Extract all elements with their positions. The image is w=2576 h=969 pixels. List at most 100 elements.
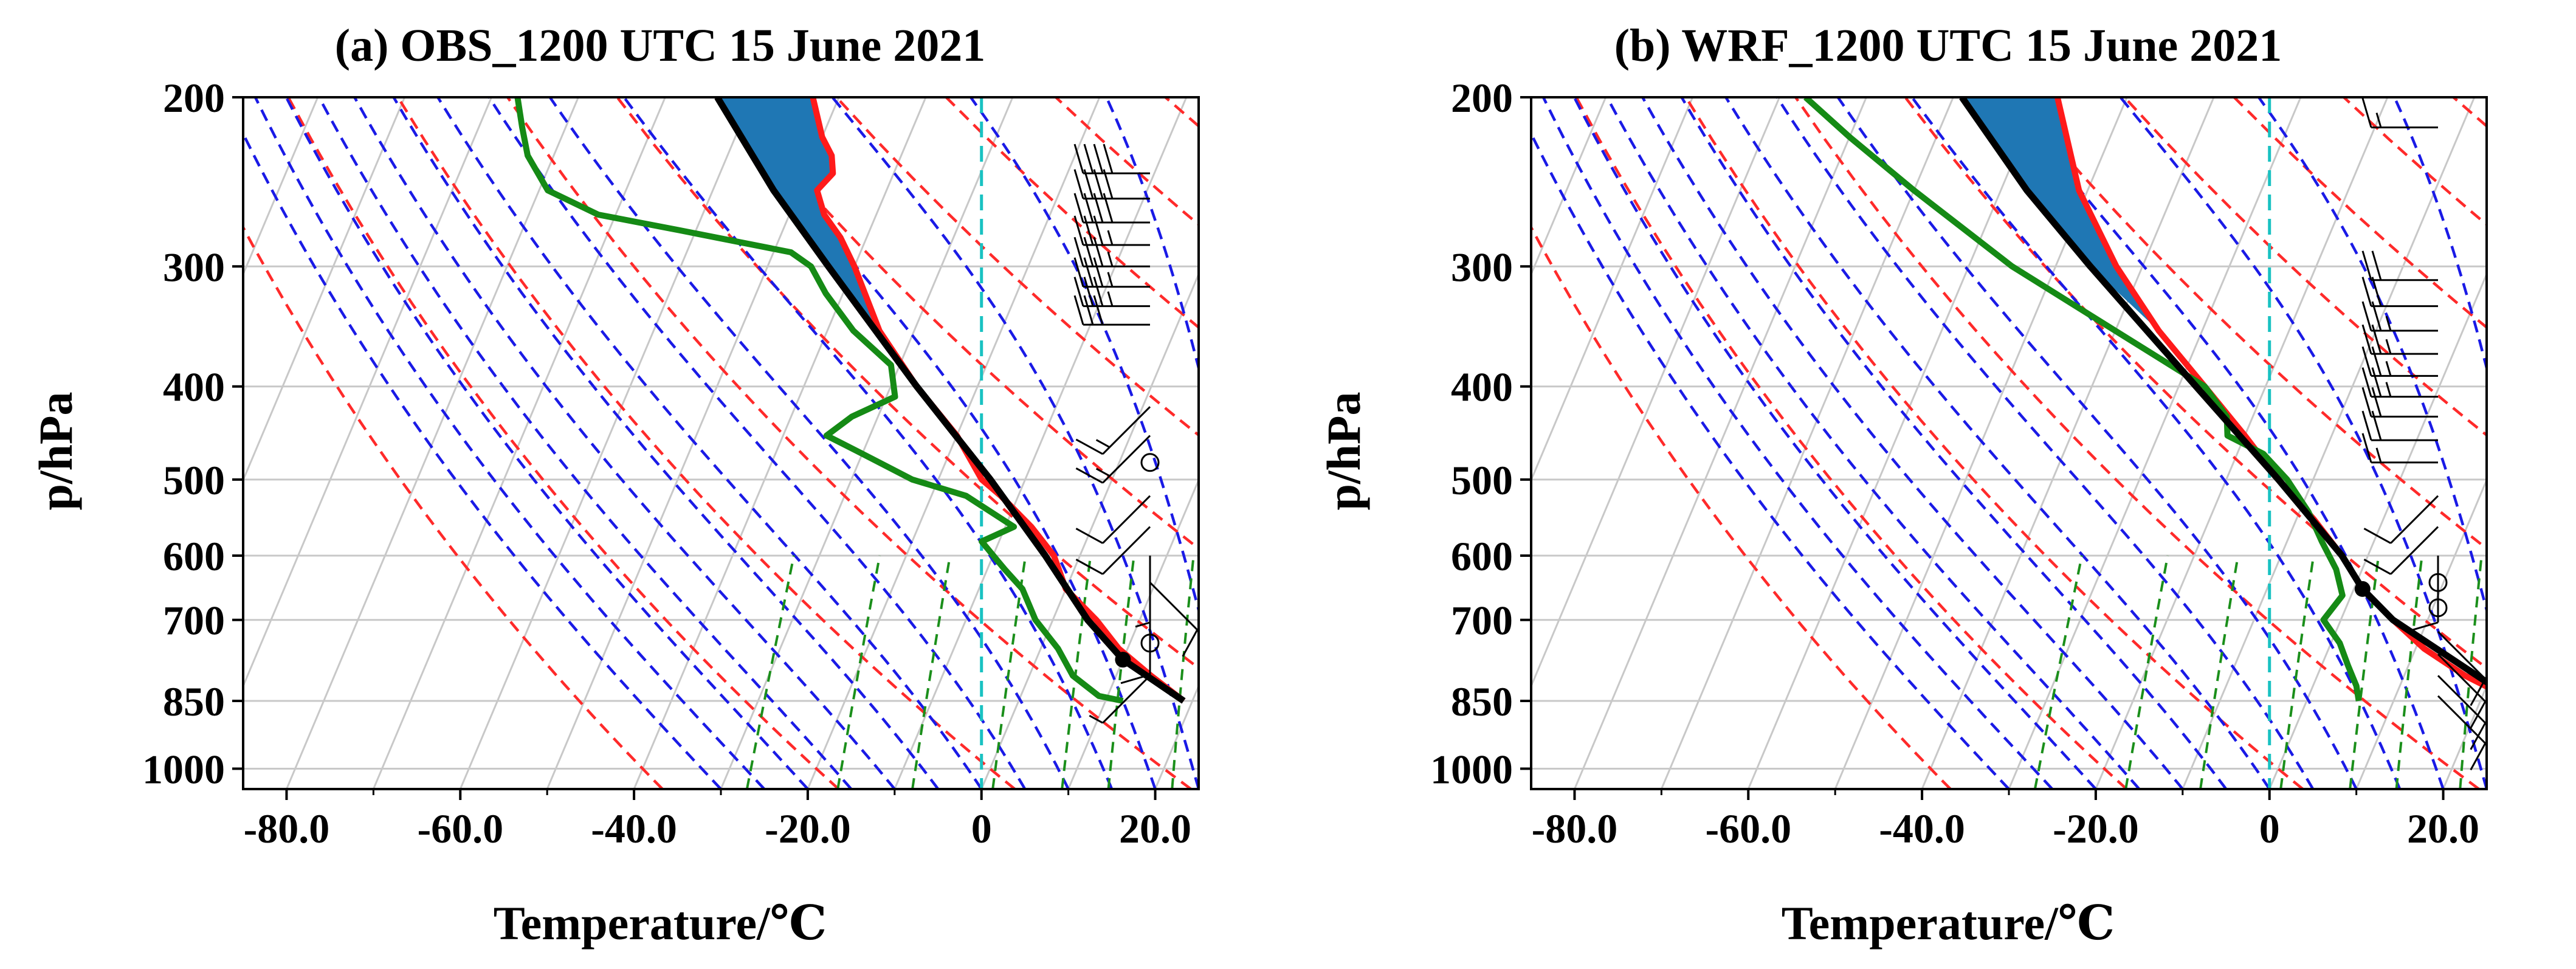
- x-tick-label: 0: [971, 805, 992, 852]
- isotherm-gridline: [1242, 97, 1288, 789]
- wind-barb: [1073, 295, 1150, 326]
- wind-barb: [1073, 257, 1150, 288]
- dry-adiabat: [2233, 97, 2487, 329]
- moist-adiabat: [1724, 97, 2271, 789]
- wind-barb-calm: [1140, 633, 1160, 653]
- dewpoint-profile-line: [1803, 97, 2362, 702]
- moist-adiabat: [1605, 97, 2141, 789]
- moist-adiabat: [2257, 97, 2487, 616]
- x-tick-label: 20.0: [1119, 805, 1191, 852]
- mixing-ratio-line: [745, 555, 796, 789]
- y-tick-label: 1000: [142, 747, 225, 793]
- y-tick-label: 500: [163, 457, 225, 503]
- wind-barb: [2361, 367, 2438, 398]
- isotherm-gridline: [1067, 477, 1199, 789]
- isotherm-gridline: [1154, 683, 1199, 789]
- isotherm-gridline: [372, 97, 666, 789]
- y-tick-label: 600: [163, 533, 225, 579]
- wind-barb: [1073, 169, 1150, 200]
- x-tick-label: -80.0: [1532, 805, 1618, 852]
- dry-adiabat: [1684, 97, 2304, 789]
- moist-adiabat: [1641, 97, 2184, 789]
- dry-adiabat: [1164, 97, 1199, 128]
- moist-adiabat: [353, 97, 896, 789]
- moist-adiabat: [548, 97, 1070, 789]
- isotherm-gridline: [807, 97, 1101, 789]
- wind-barb: [2408, 555, 2439, 632]
- x-axis-label: Temperature/℃: [1782, 897, 2115, 950]
- dry-adiabat: [945, 97, 1199, 329]
- dry-adiabat: [616, 97, 1199, 670]
- wind-barb: [1073, 277, 1150, 308]
- y-tick-label: 850: [1451, 678, 1513, 725]
- moist-adiabat: [2119, 97, 2487, 789]
- isotherm-gridline: [1531, 97, 1607, 277]
- moist-adiabat: [392, 97, 940, 789]
- y-tick-label: 700: [163, 598, 225, 644]
- isotherm-gridline: [2442, 683, 2487, 789]
- wind-barb: [1073, 236, 1150, 267]
- dry-adiabat: [506, 97, 1192, 789]
- moist-adiabat: [1531, 130, 2010, 789]
- moist-adiabat: [243, 130, 722, 789]
- x-tick-label: 20.0: [2407, 805, 2479, 852]
- mixing-ratio-line: [2033, 555, 2084, 789]
- dewpoint-profile-line: [514, 97, 1124, 704]
- isotherm-gridline: [2355, 477, 2487, 789]
- mixing-ratio-line: [2459, 555, 2483, 789]
- dry-adiabat: [1794, 97, 2480, 789]
- isotherm-gridline: [459, 97, 753, 789]
- dry-adiabat: [2014, 97, 2487, 551]
- moist-adiabat: [1541, 97, 2054, 789]
- isotherm-gridline: [720, 97, 1014, 789]
- y-tick-label: 400: [163, 364, 225, 410]
- moist-adiabat: [622, 97, 1114, 789]
- wind-barb: [2361, 277, 2438, 308]
- moist-adiabat: [317, 97, 853, 789]
- moist-adiabat: [1836, 97, 2358, 789]
- lcl-point: [1115, 652, 1131, 668]
- plot-area: [1531, 97, 2576, 789]
- moist-adiabat: [1910, 97, 2402, 789]
- lcl-point: [2354, 581, 2371, 597]
- x-tick-label: -40.0: [591, 805, 677, 852]
- moist-adiabat: [715, 97, 1157, 789]
- cape-area: [1961, 97, 2159, 331]
- dry-adiabat: [287, 97, 840, 789]
- wind-barb: [1089, 675, 1151, 724]
- wind-barb: [2363, 526, 2439, 575]
- isotherm-gridline: [1921, 97, 2215, 789]
- moist-adiabat: [1105, 97, 1199, 374]
- y-tick-label: 850: [163, 678, 225, 725]
- mixing-ratio-line: [1171, 555, 1195, 789]
- mixing-ratio-line: [2124, 555, 2169, 789]
- skewt-wrf-chart: (b) WRF_1200 UTC 15 June 2021 Temperatur…: [1317, 20, 2576, 950]
- y-tick-label: 300: [1451, 244, 1513, 290]
- wind-barb: [2361, 387, 2438, 418]
- moist-adiabat: [1215, 97, 1288, 789]
- y-tick-label: 200: [163, 75, 225, 121]
- moist-adiabat: [2503, 97, 2576, 789]
- wind-barb-calm: [2428, 598, 2448, 618]
- dry-adiabat: [835, 97, 1199, 437]
- wind-barb-calm: [1140, 453, 1160, 472]
- mixing-ratio-line: [991, 555, 1027, 789]
- dry-adiabat: [2452, 97, 2487, 128]
- x-axis-label: Temperature/℃: [494, 897, 827, 950]
- isotherm-gridline: [243, 97, 406, 483]
- moist-adiabat: [2393, 97, 2487, 374]
- mixing-ratio-line: [2518, 556, 2535, 789]
- x-tick-label: -80.0: [244, 805, 330, 852]
- x-tick-label: -20.0: [2053, 805, 2139, 852]
- wind-barb: [2361, 301, 2438, 332]
- y-tick-label: 600: [1451, 533, 1513, 579]
- wind-barb: [1075, 435, 1151, 484]
- mixing-ratio-line: [1107, 555, 1135, 789]
- wind-barb: [1075, 526, 1151, 575]
- y-axis-label: p/hPa: [29, 391, 82, 510]
- isotherm-gridline: [1574, 97, 1867, 789]
- isotherm-gridline: [2182, 97, 2476, 789]
- wind-barb: [2361, 410, 2438, 441]
- isotherm-gridline: [2268, 272, 2487, 789]
- wind-barb: [1075, 495, 1151, 544]
